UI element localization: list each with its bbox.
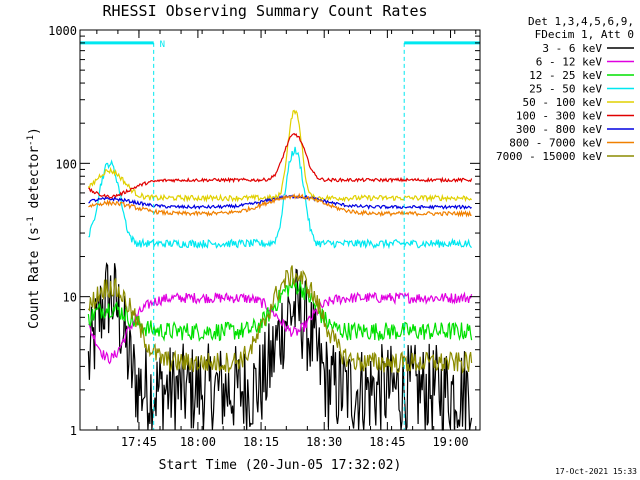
timestamp: 17-Oct-2021 15:33 bbox=[555, 467, 637, 476]
series-line-2 bbox=[88, 291, 473, 365]
axes-frame bbox=[79, 29, 481, 431]
series-line-5 bbox=[87, 109, 473, 203]
legend-label: 800 - 7000 keV bbox=[509, 137, 602, 150]
x-axis-label: Start Time (20-Jun-05 17:32:02) bbox=[159, 458, 402, 473]
series-line-3 bbox=[87, 277, 473, 342]
x-tick-label: 18:45 bbox=[369, 435, 405, 449]
y-tick-label: 10 bbox=[63, 291, 77, 305]
series-line-4 bbox=[88, 146, 473, 250]
series-layer bbox=[87, 109, 473, 431]
legend-label: 300 - 800 keV bbox=[516, 123, 602, 136]
y-tick-label: 100 bbox=[55, 157, 77, 171]
series-line-1 bbox=[87, 262, 473, 431]
legend-label: 100 - 300 keV bbox=[516, 110, 602, 123]
night-layer: N bbox=[79, 40, 481, 430]
x-tick-label: 19:00 bbox=[432, 435, 468, 449]
series-line-8 bbox=[88, 192, 472, 218]
x-tick-label: 18:15 bbox=[243, 435, 279, 449]
x-tick-label: 17:45 bbox=[121, 435, 157, 449]
legend-label: 7000 - 15000 keV bbox=[496, 150, 602, 163]
legend-label: 12 - 25 keV bbox=[529, 69, 602, 82]
legend-label: 25 - 50 keV bbox=[529, 83, 602, 96]
legend: Det 1,3,4,5,6,9, FDecim 1, Att 0 3 - 6 k… bbox=[496, 15, 634, 163]
series-line-6 bbox=[88, 132, 473, 200]
legend-label: 3 - 6 keV bbox=[542, 42, 602, 55]
legend-label: 6 - 12 keV bbox=[536, 56, 603, 69]
series-line-9 bbox=[87, 265, 473, 375]
chart-title: RHESSI Observing Summary Count Rates bbox=[102, 2, 427, 20]
x-tick-label: 18:30 bbox=[306, 435, 342, 449]
x-tick-label: 18:00 bbox=[180, 435, 216, 449]
legend-header-2: FDecim 1, Att 0 bbox=[535, 28, 634, 41]
series-line-7 bbox=[88, 194, 472, 211]
night-label: N bbox=[160, 40, 165, 50]
y-axis-label: Count Rate (s-1 detector-1) bbox=[26, 127, 42, 329]
legend-header-1: Det 1,3,4,5,6,9, bbox=[528, 15, 634, 28]
y-tick-label: 1000 bbox=[48, 24, 77, 38]
y-tick-label: 1 bbox=[70, 424, 77, 438]
tick-layer: 17:45 18:00 18:15 18:30 18:45 19:00 1 10 100 1000 bbox=[48, 24, 480, 449]
legend-label: 50 - 100 keV bbox=[523, 96, 603, 109]
